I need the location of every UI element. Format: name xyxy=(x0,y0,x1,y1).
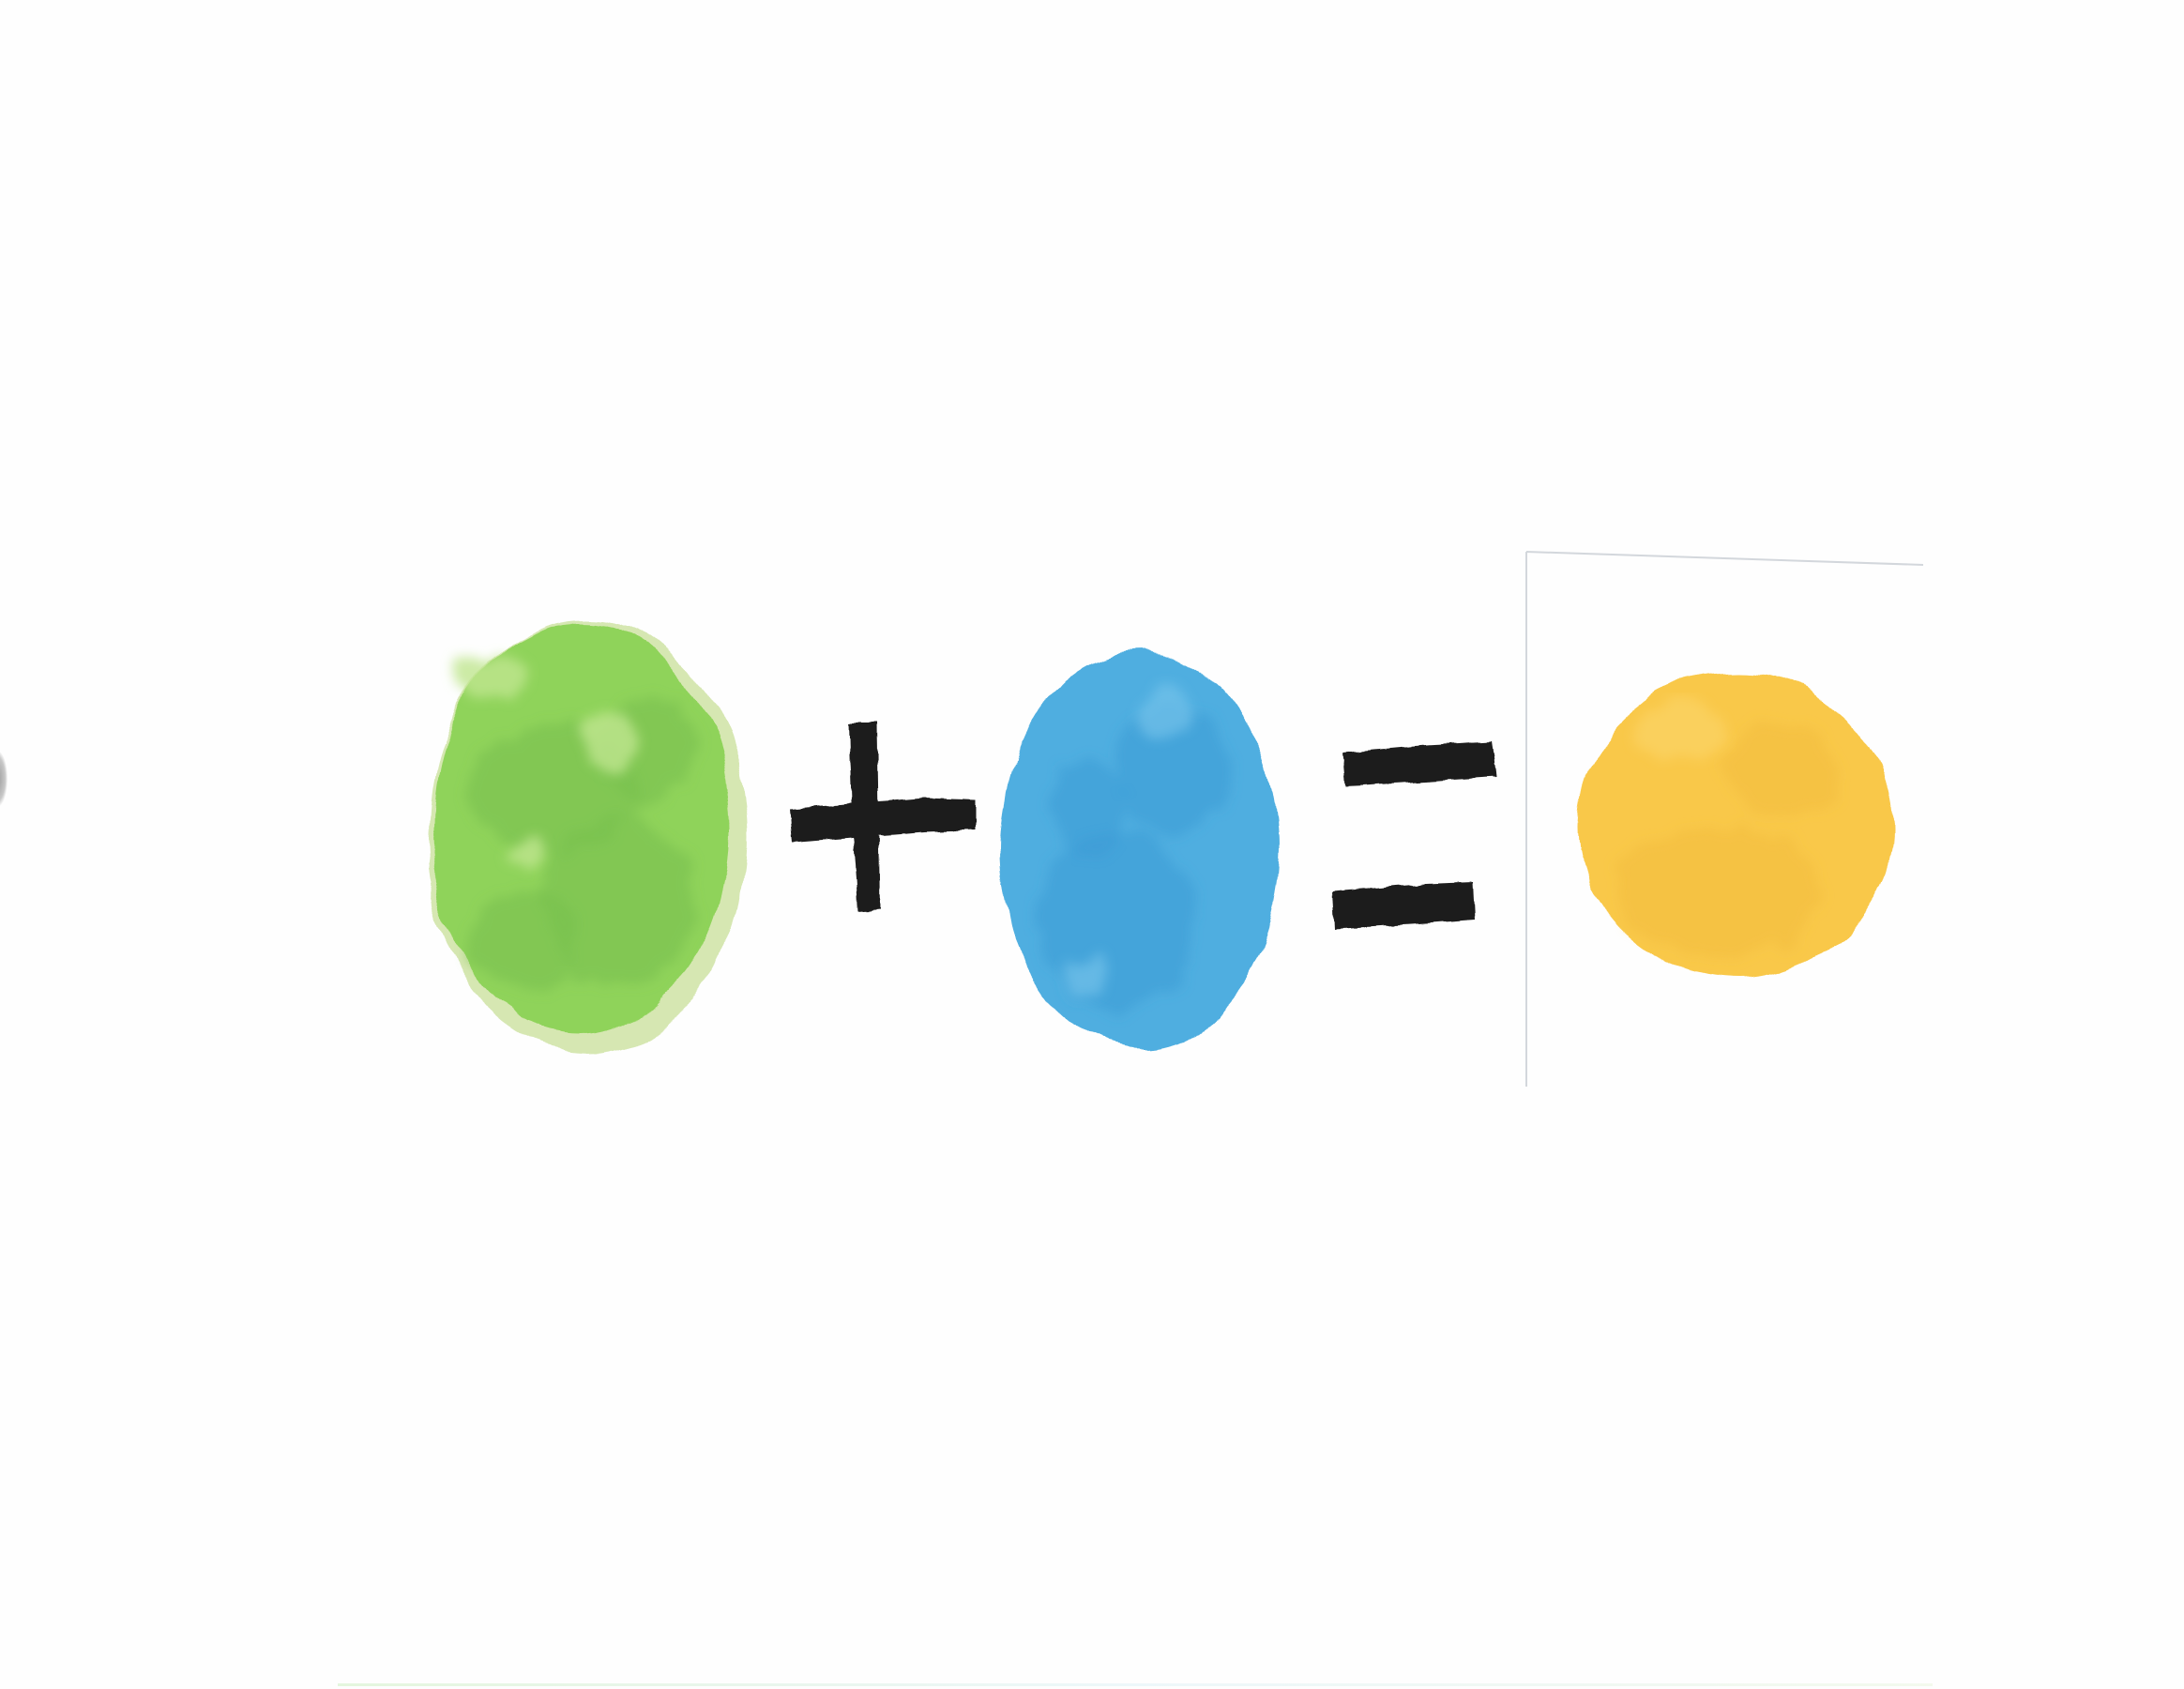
plus-operator xyxy=(790,723,976,912)
bottom-paint-trace xyxy=(338,1683,1933,1686)
green-paint-blob xyxy=(425,619,748,1051)
equals-operator xyxy=(1332,741,1496,929)
edge-smudge xyxy=(0,751,8,807)
blue-paint-blob xyxy=(1001,650,1279,1048)
result-card xyxy=(1525,551,1924,1087)
yellow-paint-blob xyxy=(1578,674,1893,978)
